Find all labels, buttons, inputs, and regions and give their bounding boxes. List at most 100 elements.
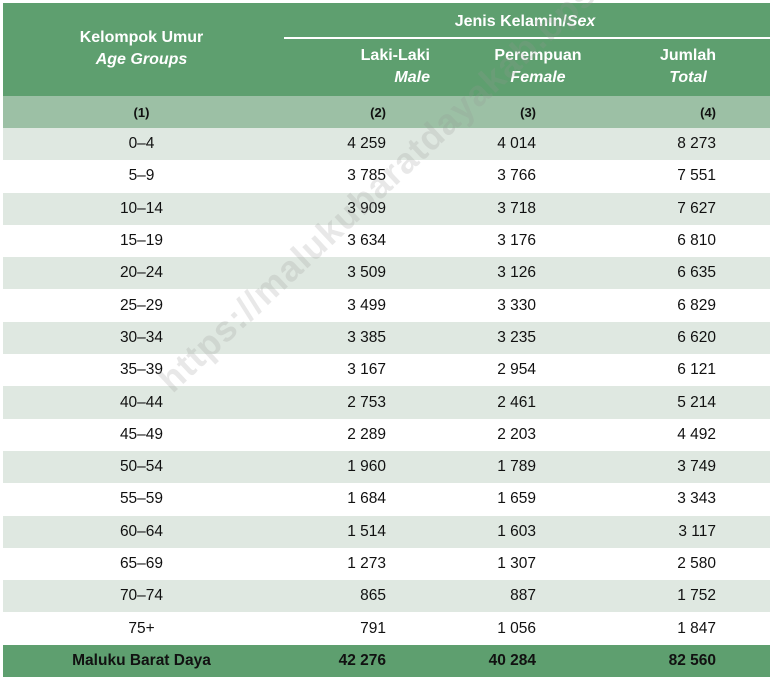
total-row: Maluku Barat Daya 42 276 40 284 82 560: [3, 644, 770, 677]
female-cell: 3 766: [497, 167, 536, 185]
population-table: Kelompok Umur Age Groups Jenis Kelamin/S…: [3, 3, 770, 677]
male-cell: 1 514: [347, 522, 386, 540]
table-row: 0–4 4 259 4 014 8 273: [3, 128, 770, 161]
age-cell: 70–74: [119, 587, 164, 605]
table-row: 45–49 2 289 2 203 4 492: [3, 418, 770, 451]
table-row: 65–69 1 273 1 307 2 580: [3, 547, 770, 581]
female-cell: 3 330: [497, 296, 536, 314]
female-cell: 3 126: [497, 264, 536, 282]
female-cell: 4 014: [497, 135, 536, 153]
age-cell: 40–44: [119, 393, 164, 411]
table-row: 25–29 3 499 3 330 6 829: [3, 289, 770, 322]
age-cell: 45–49: [119, 425, 164, 443]
total-cell: 3 343: [677, 490, 716, 508]
total-label: Jumlah: [659, 47, 716, 64]
total-label-en: Total: [669, 69, 707, 86]
total-cell: 6 829: [677, 296, 716, 314]
table-header: Kelompok Umur Age Groups Jenis Kelamin/S…: [3, 3, 770, 96]
age-cell: 0–4: [128, 135, 155, 153]
age-group-label: Kelompok Umur: [79, 29, 204, 46]
male-cell: 1 684: [347, 490, 386, 508]
column-number: (1): [133, 104, 150, 120]
column-number: (2): [370, 104, 386, 120]
total-cell: 5 214: [677, 393, 716, 411]
total-cell: 6 810: [677, 232, 716, 250]
total-row-label: Maluku Barat Daya: [72, 651, 211, 669]
table-row: 70–74 865 887 1 752: [3, 580, 770, 613]
table-row: 75+ 791 1 056 1 847: [3, 612, 770, 645]
age-group-header: Kelompok Umur Age Groups: [3, 27, 280, 71]
male-cell: 865: [360, 587, 386, 605]
total-cell: 2 580: [677, 555, 716, 572]
age-group-label-en: Age Groups: [95, 51, 188, 68]
male-cell: 3 909: [347, 199, 386, 217]
sex-header: Jenis Kelamin/Sex: [280, 11, 770, 33]
total-cell: 7 627: [677, 199, 716, 217]
table-row: 50–54 1 960 1 789 3 749: [3, 450, 770, 484]
total-cell: 7 551: [677, 167, 716, 185]
table-row: 40–44 2 753 2 461 5 214: [3, 386, 770, 419]
male-cell: 3 499: [347, 296, 386, 314]
male-cell: 3 167: [347, 361, 386, 379]
male-cell: 2 289: [347, 425, 386, 443]
female-cell: 1 789: [497, 458, 536, 476]
age-cell: 10–14: [119, 199, 164, 217]
male-cell: 3 385: [347, 328, 386, 346]
table-row: 30–34 3 385 3 235 6 620: [3, 321, 770, 355]
female-cell: 1 056: [497, 619, 536, 637]
male-label-en: Male: [394, 69, 430, 86]
total-cell: 4 492: [677, 425, 716, 443]
total-cell: 8 273: [677, 135, 716, 153]
female-cell: 3 176: [497, 232, 536, 250]
column-number-row: (1) (2) (3) (4): [3, 96, 770, 128]
age-cell: 15–19: [119, 232, 164, 250]
total-cell: 6 121: [677, 361, 716, 379]
female-header: Perempuan Female: [463, 45, 613, 89]
total-cell: 1 752: [677, 587, 716, 605]
age-cell: 75+: [128, 619, 155, 637]
male-cell: 4 259: [347, 135, 386, 153]
female-cell: 2 954: [497, 361, 536, 379]
table-row: 55–59 1 684 1 659 3 343: [3, 483, 770, 516]
female-cell: 3 235: [497, 328, 536, 346]
male-cell: 3 634: [347, 232, 386, 250]
female-label: Perempuan: [494, 47, 582, 64]
age-cell: 55–59: [119, 490, 164, 508]
female-cell: 1 603: [497, 522, 536, 540]
age-cell: 25–29: [119, 296, 164, 314]
female-cell: 1 307: [497, 555, 536, 572]
table-row: 15–19 3 634 3 176 6 810: [3, 224, 770, 258]
table-body: 0–4 4 259 4 014 8 273 5–9 3 785 3 766 7 551 10–1…: [3, 128, 770, 645]
column-number: (4): [700, 104, 716, 120]
age-cell: 20–24: [119, 264, 164, 282]
sex-label: Jenis Kelamin/: [454, 13, 567, 30]
table-row: 60–64 1 514 1 603 3 117: [3, 515, 770, 548]
male-cell: 2 753: [347, 393, 386, 411]
male-cell: 3 785: [347, 167, 386, 185]
female-label-en: Female: [510, 69, 566, 86]
male-cell: 1 273: [347, 555, 386, 572]
total-cell: 6 635: [677, 264, 716, 282]
age-cell: 35–39: [119, 361, 164, 379]
male-header: Laki-Laki Male: [280, 45, 430, 89]
age-cell: 5–9: [128, 167, 155, 185]
total-cell: 3 117: [678, 522, 716, 540]
age-cell: 60–64: [119, 522, 164, 540]
table-row: 10–14 3 909 3 718 7 627: [3, 192, 770, 225]
male-cell: 791: [360, 619, 386, 637]
age-cell: 65–69: [119, 555, 164, 572]
total-row-total: 82 560: [668, 651, 716, 669]
table-row: 35–39 3 167 2 954 6 121: [3, 354, 770, 387]
male-cell: 1 960: [347, 458, 386, 476]
age-cell: 50–54: [119, 458, 164, 476]
column-number: (3): [520, 104, 536, 120]
total-cell: 1 847: [677, 619, 716, 637]
total-cell: 3 749: [677, 458, 716, 476]
age-cell: 30–34: [119, 328, 164, 346]
female-cell: 1 659: [497, 490, 536, 508]
female-cell: 2 203: [497, 425, 536, 443]
table-row: 5–9 3 785 3 766 7 551: [3, 160, 770, 193]
male-label: Laki-Laki: [360, 47, 430, 64]
total-row-male: 42 276: [338, 651, 386, 669]
total-header: Jumlah Total: [633, 45, 743, 89]
